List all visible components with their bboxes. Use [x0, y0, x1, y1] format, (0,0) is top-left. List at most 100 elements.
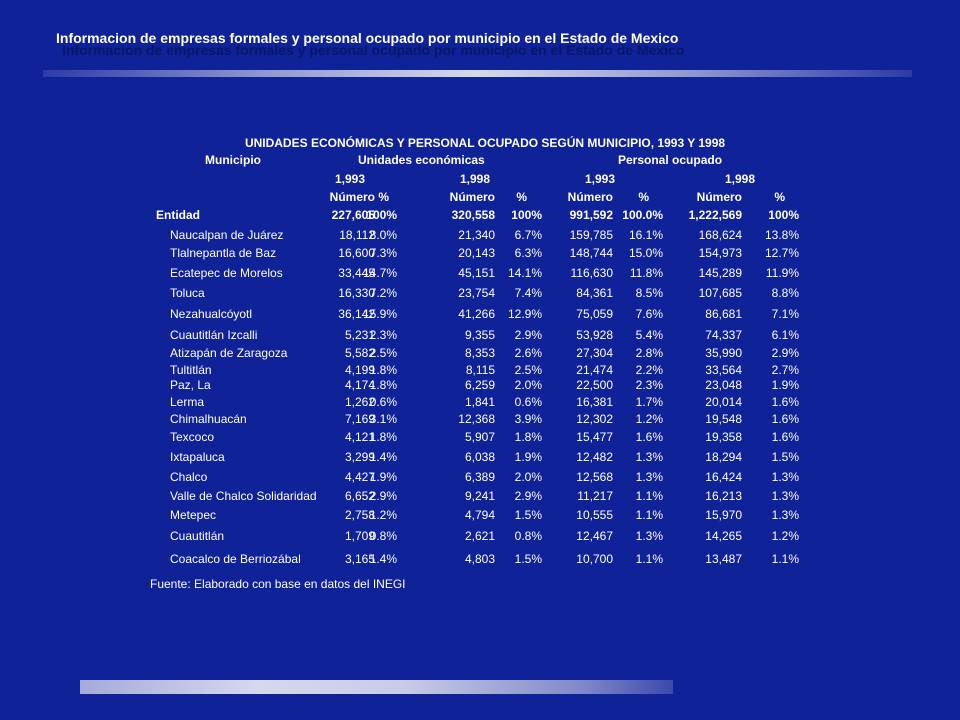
- table-cell-ue93-pct: 2.9%: [369, 489, 397, 503]
- table-cell-po93: 16,381: [576, 395, 613, 409]
- header-ue-year-1993: 1,993: [334, 172, 365, 186]
- table-cell-ue98-pct: 1.5%: [514, 552, 542, 566]
- table-cell-po93-pct: 7.6%: [635, 307, 663, 321]
- table-cell-ue98-pct: 1.5%: [514, 508, 542, 522]
- table-cell-po98-pct: 7.1%: [771, 307, 799, 321]
- table-cell-municipio: Cuautitlán: [170, 529, 225, 543]
- table-cell-po93-pct: 1.3%: [635, 470, 663, 484]
- table-cell-ue93: 16,600: [338, 246, 375, 260]
- table-cell-municipio: Ixtapaluca: [170, 450, 225, 464]
- table-cell-po98: 16,213: [705, 489, 742, 503]
- source-note: Fuente: Elaborado con base en datos del …: [150, 577, 406, 591]
- table-cell-po98: 20,014: [705, 395, 742, 409]
- header-po93-pct: %: [638, 190, 649, 204]
- table-cell-po98: 35,990: [705, 346, 742, 360]
- table-cell-ue98: 23,754: [458, 286, 495, 300]
- table-cell-municipio: Tlalnepantla de Baz: [170, 246, 277, 260]
- header-po93-numero: Número: [567, 190, 613, 204]
- table-cell-municipio: Naucalpan de Juárez: [170, 228, 284, 242]
- table-cell-ue98-pct: 1.9%: [514, 450, 542, 464]
- table-cell-ue98: 4,794: [464, 508, 495, 522]
- table-cell-ue98-pct: 7.4%: [514, 286, 542, 300]
- table-cell-po98: 13,487: [705, 552, 742, 566]
- table-cell-po98-pct: 1.3%: [771, 508, 799, 522]
- table-cell-ue98-pct: 12.9%: [507, 307, 542, 321]
- table-cell-ue98: 9,355: [464, 328, 495, 342]
- table-cell-ue93: 5,582: [344, 346, 375, 360]
- table-cell-po93: 12,302: [576, 412, 613, 426]
- table-cell-ue93-pct: 8.0%: [369, 228, 397, 242]
- header-personal-ocupado: Personal ocupado: [618, 153, 723, 167]
- table-cell-po93-pct: 1.6%: [635, 430, 663, 444]
- header-ue-year-1998: 1,998: [459, 172, 490, 186]
- table-cell-municipio: Tultitlán: [170, 363, 212, 377]
- table-cell-ue98: 21,340: [458, 228, 495, 242]
- total-ue93: 227,605: [331, 208, 375, 222]
- header-po-year-1993: 1,993: [584, 172, 615, 186]
- table-cell-po93-pct: 1.1%: [635, 508, 663, 522]
- table-cell-po93-pct: 16.1%: [628, 228, 663, 242]
- table-cell-ue93: 4,427: [344, 470, 375, 484]
- table-cell-po98-pct: 1.6%: [771, 395, 799, 409]
- table-cell-ue93: 7,169: [344, 412, 375, 426]
- table-cell-municipio: Lerma: [170, 395, 205, 409]
- table-cell-po93: 116,630: [570, 266, 614, 280]
- table-cell-ue93: 2,758: [344, 508, 375, 522]
- table-cell-po98-pct: 1.2%: [771, 529, 799, 543]
- table-cell-po98: 107,685: [698, 286, 742, 300]
- table-cell-po93: 15,477: [576, 430, 613, 444]
- table-cell-po93: 75,059: [576, 307, 613, 321]
- table-cell-po93-pct: 2.2%: [635, 363, 663, 377]
- table-cell-po93: 53,928: [576, 328, 613, 342]
- total-ue93-pct: 100%: [366, 208, 397, 222]
- table-cell-po98: 145,289: [698, 266, 742, 280]
- table-cell-po93: 12,568: [576, 470, 613, 484]
- table-cell-ue98-pct: 2.9%: [514, 328, 542, 342]
- table-cell-po98: 86,681: [705, 307, 742, 321]
- table-cell-po98: 19,358: [705, 430, 742, 444]
- table-cell-ue93-pct: 3.1%: [369, 412, 397, 426]
- table-cell-po93-pct: 1.1%: [635, 552, 663, 566]
- table-cell-po93-pct: 1.3%: [635, 450, 663, 464]
- table-cell-po93-pct: 11.8%: [629, 266, 663, 280]
- bottom-divider-bar: [80, 680, 673, 694]
- table-cell-ue98-pct: 2.6%: [514, 346, 542, 360]
- header-unidades-economicas: Unidades económicas: [358, 153, 485, 167]
- table-cell-ue98-pct: 2.9%: [514, 489, 542, 503]
- table-cell-ue93: 16,330: [338, 286, 375, 300]
- total-po98: 1,222,569: [688, 208, 742, 222]
- table-cell-po98-pct: 1.3%: [771, 470, 799, 484]
- table-cell-po98-pct: 1.9%: [771, 378, 799, 392]
- table-cell-ue93-pct: 1.8%: [369, 378, 397, 392]
- table-cell-po93-pct: 1.7%: [635, 395, 663, 409]
- total-ue98: 320,558: [451, 208, 495, 222]
- header-municipio: Municipio: [205, 153, 261, 167]
- table-cell-po98: 15,970: [705, 508, 742, 522]
- table-cell-ue93: 4,121: [344, 430, 375, 444]
- table-cell-po93-pct: 15.0%: [628, 246, 663, 260]
- slide-title: Informacion de empresas formales y perso…: [56, 30, 816, 60]
- table-cell-po98-pct: 1.6%: [771, 412, 799, 426]
- header-ue93-pct: %: [378, 190, 389, 204]
- table-cell-ue93: 4,199: [344, 363, 375, 377]
- top-divider-bar: [43, 70, 912, 77]
- slide-title-shadow: Informacion de empresas formales y perso…: [62, 42, 685, 58]
- table-cell-municipio: Chimalhuacán: [170, 412, 247, 426]
- table-cell-municipio: Ecatepec de Morelos: [170, 266, 283, 280]
- table-cell-ue98: 4,803: [464, 552, 495, 566]
- table-cell-po93-pct: 1.1%: [635, 489, 663, 503]
- table-cell-municipio: Valle de Chalco Solidaridad: [170, 489, 317, 503]
- table-cell-po93-pct: 1.3%: [635, 529, 663, 543]
- header-po-year-1998: 1,998: [724, 172, 755, 186]
- header-po98-pct: %: [774, 190, 785, 204]
- table-cell-ue93-pct: 2.5%: [369, 346, 397, 360]
- table-cell-po98: 16,424: [705, 470, 742, 484]
- table-cell-po98-pct: 12.7%: [764, 246, 799, 260]
- total-po93: 991,592: [569, 208, 613, 222]
- table-cell-ue93-pct: 0.8%: [369, 529, 397, 543]
- table-cell-municipio: Cuautitlán Izcalli: [170, 328, 258, 342]
- table-cell-municipio: Toluca: [170, 286, 205, 300]
- table-cell-po93: 10,700: [576, 552, 613, 566]
- total-po98-pct: 100%: [768, 208, 799, 222]
- table-cell-po98: 154,973: [698, 246, 742, 260]
